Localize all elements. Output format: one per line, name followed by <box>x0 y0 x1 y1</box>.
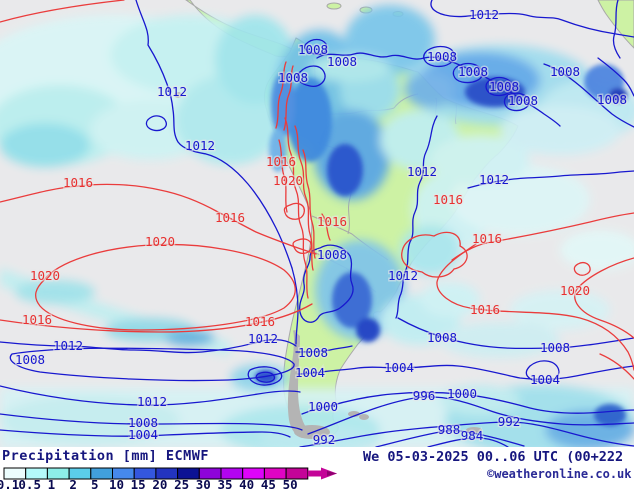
legend-tick: 2 <box>69 477 77 490</box>
isobar-label: 1016 <box>470 302 500 317</box>
footer-bar: Precipitation [mm] ECMWF We 05-03-2025 0… <box>0 447 634 490</box>
isobar-label: 1020 <box>30 268 60 283</box>
isobar-label: 1004 <box>384 360 414 375</box>
isobar-label: 1016 <box>433 192 463 207</box>
isobar-label: 1008 <box>427 330 457 345</box>
weather-map: 1012 1012 1012 1008 1008 1008 1008 1008 1008 1008… <box>0 0 634 455</box>
isobar-label: 1012 <box>479 172 509 187</box>
isobar-label: 1012 <box>388 268 418 283</box>
legend-arrow <box>307 467 337 480</box>
legend-arrow-tip <box>327 471 337 476</box>
isobar-label: 1008 <box>128 415 158 430</box>
legend-tick: 5 <box>91 477 99 490</box>
precipitation-cores <box>255 64 627 426</box>
isobar-label: 1008 <box>597 92 627 107</box>
isobar-label: 1012 <box>137 394 167 409</box>
isobar-label: 1012 <box>469 7 499 22</box>
isobar-label: 1008 <box>458 64 488 79</box>
isobar-label: 1016 <box>317 214 347 229</box>
isobar-label: 1012 <box>53 338 83 353</box>
isobar-label: 1000 <box>308 399 338 414</box>
isobar-label: 1004 <box>295 365 325 380</box>
legend-tick: 0.5 <box>18 477 41 490</box>
isobar-label: 1004 <box>128 427 158 442</box>
legend-tick: 35 <box>217 477 232 490</box>
isobar-label: 1016 <box>215 210 245 225</box>
isobar-label: 1012 <box>407 164 437 179</box>
legend-tick: 25 <box>174 477 189 490</box>
isobars-low <box>0 0 634 448</box>
isobar-label: 992 <box>313 432 336 447</box>
legend-tick: 10 <box>109 477 124 490</box>
legend-tick: 20 <box>152 477 167 490</box>
isobar-label: 1008 <box>540 340 570 355</box>
legend-title: Precipitation [mm] ECMWF <box>2 448 210 464</box>
isobar-label: 1008 <box>489 79 519 94</box>
legend-tick: 30 <box>196 477 211 490</box>
isobar-label: 1012 <box>248 331 278 346</box>
isobar-label: 1008 <box>327 54 357 69</box>
isobar-label: 988 <box>438 422 461 437</box>
isobar-label: 984 <box>461 428 484 443</box>
terrain-gray <box>174 92 482 439</box>
legend-tick: 45 <box>261 477 276 490</box>
isobar-label: 1016 <box>245 314 275 329</box>
isobar-label: 1020 <box>145 234 175 249</box>
isobar-label: 1008 <box>427 49 457 64</box>
isobar-label: 1016 <box>63 175 93 190</box>
isobar-label: 1012 <box>157 84 187 99</box>
isobar-label: 1008 <box>550 64 580 79</box>
isobar-label: 1020 <box>560 283 590 298</box>
isobar-label: 1004 <box>530 372 560 387</box>
legend-tick: 0.1 <box>0 477 19 490</box>
isobar-label: 996 <box>413 388 436 403</box>
isobar-label: 1008 <box>508 93 538 108</box>
island <box>326 2 342 10</box>
isobar-label: 1012 <box>185 138 215 153</box>
isobar-label: 992 <box>498 414 521 429</box>
isobar-label: 1016 <box>266 154 296 169</box>
isobars-high <box>0 0 634 380</box>
legend-tick: 50 <box>283 477 298 490</box>
isobar-label: 1008 <box>298 345 328 360</box>
isobar-label: 1016 <box>22 312 52 327</box>
isobar-label: 1020 <box>273 173 303 188</box>
legend-tick: 40 <box>239 477 254 490</box>
isobar-label: 1008 <box>298 42 328 57</box>
isobar-label: 1008 <box>15 352 45 367</box>
isobar-label: 1008 <box>278 70 308 85</box>
legend-colorbar: 0.1 0.5 1 2 5 10 15 20 25 30 35 40 45 50 <box>0 467 337 490</box>
isobar-label: 1016 <box>472 231 502 246</box>
copyright-text: ©weatheronline.co.uk <box>487 467 632 481</box>
valid-datetime: We 05-03-2025 00..06 UTC (00+222 <box>363 449 624 465</box>
isobar-label: 1000 <box>447 386 477 401</box>
legend-tick: 1 <box>48 477 56 490</box>
legend-tick: 15 <box>131 477 146 490</box>
isobar-label: 1008 <box>317 247 347 262</box>
